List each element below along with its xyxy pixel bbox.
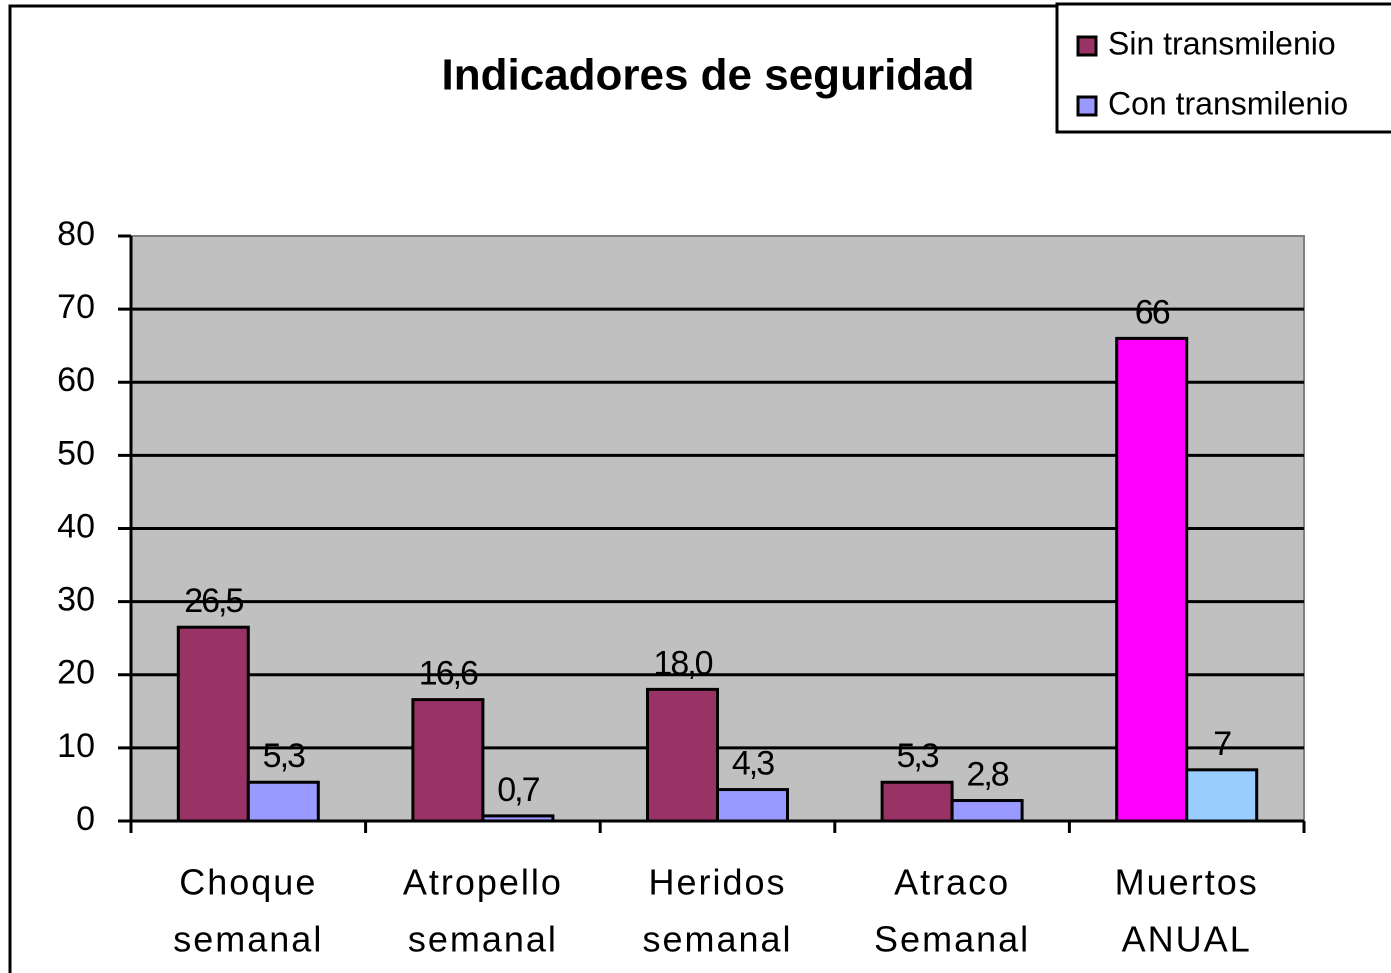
value-label: 5,3	[263, 737, 305, 775]
y-tick-label: 10	[57, 727, 95, 765]
chart-title: Indicadores de seguridad	[441, 51, 974, 100]
legend-swatch	[1076, 35, 1098, 57]
y-tick-label: 20	[57, 654, 95, 692]
y-tick-label: 80	[57, 215, 95, 253]
bar	[646, 687, 719, 823]
bar	[880, 780, 954, 823]
legend-label: Sin transmilenio	[1108, 25, 1336, 61]
value-label: 7	[1213, 725, 1231, 763]
legend-swatch	[1076, 95, 1098, 117]
x-tick-label: Semanal	[874, 919, 1030, 960]
value-label: 0,7	[497, 771, 539, 809]
y-tick-label: 70	[57, 288, 95, 326]
bar	[1185, 768, 1259, 823]
value-label: 5,3	[896, 737, 938, 775]
y-tick-label: 60	[57, 361, 95, 399]
y-tick-label: 30	[57, 581, 95, 619]
bar	[481, 814, 555, 823]
x-tick-label: Muertos	[1115, 862, 1259, 903]
bar	[411, 698, 485, 823]
x-tick-label: Atraco	[894, 862, 1010, 903]
x-tick-label: semanal	[173, 919, 323, 960]
value-label: 26,5	[184, 582, 243, 620]
value-label: 18,0	[653, 644, 712, 682]
x-tick-label: Atropello	[403, 862, 563, 903]
bar	[246, 780, 320, 823]
y-tick-label: 40	[57, 507, 95, 545]
bar	[1115, 336, 1189, 823]
y-tick-label: 50	[57, 434, 95, 472]
value-label: 16,6	[419, 655, 478, 693]
x-tick-label: Heridos	[648, 862, 786, 903]
x-tick-label: semanal	[642, 919, 792, 960]
y-tick-label: 0	[76, 800, 95, 838]
value-label: 4,3	[732, 745, 774, 783]
bar	[716, 788, 789, 823]
bar	[950, 799, 1024, 823]
x-tick-label: ANUAL	[1122, 919, 1252, 960]
value-label: 2,8	[966, 756, 1008, 794]
x-tick-label: semanal	[408, 919, 558, 960]
legend-box	[1055, 2, 1391, 134]
legend-label: Con transmilenio	[1108, 85, 1348, 121]
x-tick-label: Choque	[179, 862, 317, 903]
bar	[176, 625, 250, 823]
value-label: 66	[1135, 293, 1170, 331]
